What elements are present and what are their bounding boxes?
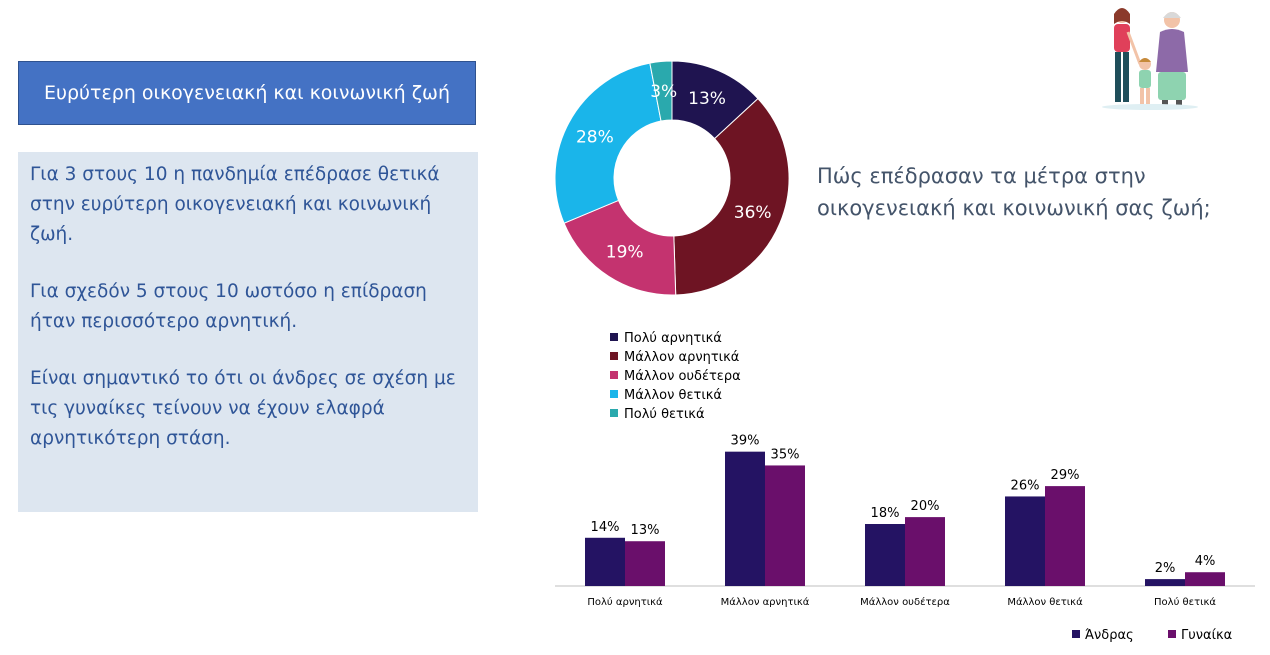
- donut-legend-swatch-1: [610, 333, 618, 341]
- survey-question: Πώς επέδρασαν τα μέτρα στην οικογενειακή…: [817, 164, 1211, 220]
- summary-panel: Για 3 στους 10 η πανδημία επέδρασε θετικ…: [18, 152, 478, 512]
- bar-label-female-5: 4%: [1195, 554, 1216, 569]
- summary-text-2: Για σχεδόν 5 στους 10 ωστόσο η επίδραση …: [30, 281, 427, 332]
- donut-legend-label-2: Μάλλον αρνητικά: [624, 350, 739, 365]
- donut-label-4: 28%: [576, 128, 614, 148]
- bar-category-label-5: Πολύ θετικά: [1154, 596, 1216, 608]
- donut-legend-label-3: Μάλλον ουδέτερα: [624, 369, 741, 384]
- bar-category-label-2: Μάλλον αρνητικά: [721, 596, 810, 608]
- donut-slice-4: [554, 62, 662, 224]
- bar-legend: Άνδρας Γυναίκα: [1072, 628, 1232, 643]
- bar-female-3: [905, 517, 945, 586]
- bar-legend-swatch-2: [1168, 630, 1176, 638]
- bar-chart: 14% 13% Πολύ αρνητικά 39% 35% Μάλλον αρνητικά…: [555, 434, 1255, 608]
- bar-label-female-1: 13%: [631, 523, 660, 538]
- donut-label-1: 13%: [688, 89, 726, 109]
- donut-legend-swatch-3: [610, 371, 618, 379]
- donut-legend-label-4: Μάλλον θετικά: [624, 388, 722, 403]
- donut-slice-2: [673, 97, 790, 296]
- bar-legend-swatch-1: [1072, 630, 1080, 638]
- bar-female-4: [1045, 486, 1085, 586]
- donut-slice-5: [649, 60, 673, 122]
- bar-male-4: [1005, 496, 1045, 586]
- bar-label-male-2: 39%: [731, 434, 760, 449]
- bar-legend-label-1: Άνδρας: [1085, 628, 1134, 643]
- bar-category-label-3: Μάλλον ουδέτερα: [860, 596, 950, 608]
- donut-chart: 13% 36% 19% 28% 3%: [554, 60, 790, 296]
- bar-male-3: [865, 524, 905, 586]
- bar-category-label-1: Πολύ αρνητικά: [587, 596, 663, 608]
- bar-label-male-3: 18%: [871, 506, 900, 521]
- donut-legend-label-1: Πολύ αρνητικά: [624, 331, 722, 346]
- donut-legend: Πολύ αρνητικά Μάλλον αρνητικά Μάλλον ουδέτ…: [610, 331, 741, 422]
- donut-legend-swatch-2: [610, 352, 618, 360]
- donut-legend-label-5: Πολύ θετικά: [624, 407, 705, 422]
- donut-legend-swatch-4: [610, 390, 618, 398]
- bar-legend-label-2: Γυναίκα: [1181, 628, 1232, 643]
- bar-label-male-1: 14%: [591, 520, 620, 535]
- donut-label-5: 3%: [650, 82, 677, 102]
- donut-legend-swatch-5: [610, 409, 618, 417]
- bar-category-label-4: Μάλλον θετικά: [1007, 596, 1083, 608]
- bar-male-5: [1145, 579, 1185, 586]
- summary-text-1: Για 3 στους 10 η πανδημία επέδρασε θετικ…: [30, 164, 440, 245]
- family-illustration: [1102, 8, 1198, 110]
- bar-female-2: [765, 465, 805, 586]
- donut-label-3: 19%: [606, 243, 644, 263]
- bar-female-1: [625, 541, 665, 586]
- bar-male-2: [725, 451, 765, 586]
- summary-text-3: Είναι σημαντικό το ότι οι άνδρες σε σχέσ…: [30, 368, 456, 449]
- donut-label-2: 36%: [734, 203, 772, 223]
- bar-label-male-4: 26%: [1011, 478, 1040, 493]
- bar-label-female-2: 35%: [771, 447, 800, 462]
- bar-label-female-4: 29%: [1051, 468, 1080, 483]
- bar-label-female-3: 20%: [911, 499, 940, 514]
- bar-female-5: [1185, 572, 1225, 586]
- bar-label-male-5: 2%: [1155, 561, 1176, 576]
- section-title: Ευρύτερη οικογενειακή και κοινωνική ζωή: [18, 61, 476, 125]
- bar-male-1: [585, 537, 625, 586]
